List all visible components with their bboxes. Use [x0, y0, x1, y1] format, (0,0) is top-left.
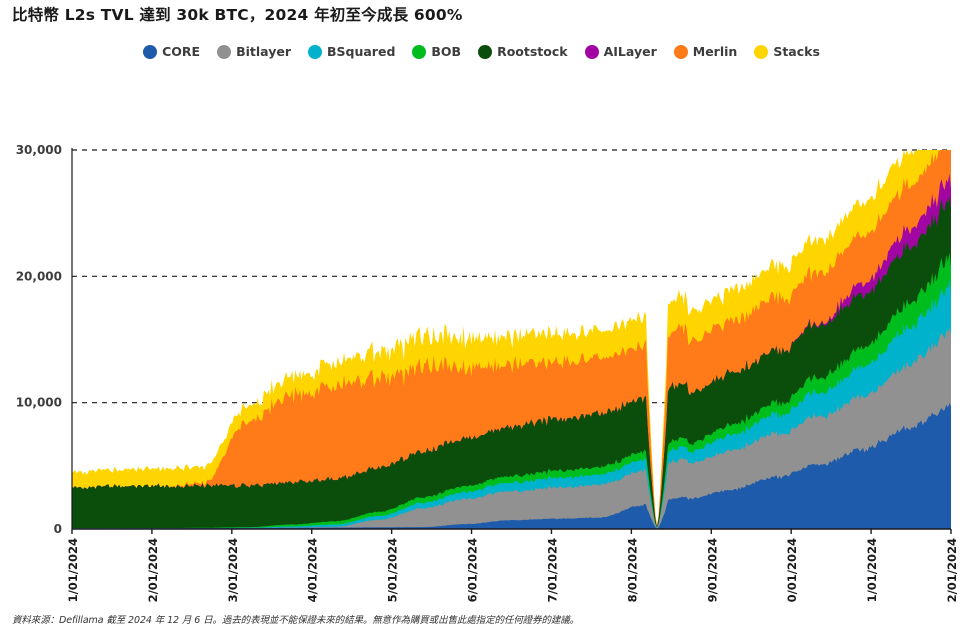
legend-label: Rootstock — [497, 44, 568, 59]
legend-label: Stacks — [773, 44, 820, 59]
legend-swatch-icon — [143, 44, 158, 59]
x-tick-label: 04/01/2024 — [306, 538, 320, 602]
x-tick-label: 07/01/2024 — [546, 538, 560, 602]
y-tick-label: 10,000 — [16, 396, 62, 410]
x-tick-label: 08/01/2024 — [625, 538, 639, 602]
x-tick-label: 02/01/2024 — [146, 538, 160, 602]
legend-item-ailayer[interactable]: AILayer — [584, 44, 657, 59]
legend-item-rootstock[interactable]: Rootstock — [478, 44, 568, 59]
y-axis-ticks: 0 10,000 20,000 30,000 — [16, 143, 62, 536]
legend-swatch-icon — [217, 44, 232, 59]
x-tick-label: 09/01/2024 — [705, 538, 719, 602]
legend-swatch-icon — [754, 44, 769, 59]
legend-label: CORE — [162, 44, 201, 59]
series-areas — [72, 150, 951, 529]
y-tick-label: 30,000 — [16, 143, 62, 157]
page-title: 比特幣 L2s TVL 達到 30k BTC，2024 年初至今成長 600% — [12, 6, 463, 24]
x-tick-label: 12/01/2024 — [945, 538, 959, 602]
chart-legend: CORE Bitlayer BSquared BOB Rootstock AILayer M… — [0, 44, 963, 59]
x-tick-label: 11/01/2024 — [865, 538, 879, 602]
legend-item-bob[interactable]: BOB — [412, 44, 461, 59]
area-series-bitlayer — [72, 327, 951, 529]
legend-item-stacks[interactable]: Stacks — [754, 44, 820, 59]
legend-label: Merlin — [692, 44, 738, 59]
x-tick-label: 06/01/2024 — [466, 538, 480, 602]
legend-swatch-icon — [308, 44, 322, 59]
x-tick-label: 03/01/2024 — [226, 538, 240, 602]
stacked-area-chart: 0 10,000 20,000 30,000 01/01/2024 02/01/2024… — [16, 143, 959, 602]
legend-label: Bitlayer — [236, 44, 291, 59]
legend-item-core[interactable]: CORE — [143, 44, 200, 59]
legend-swatch-icon — [673, 44, 688, 59]
source-footnote: 資料來源：Defillama 截至 2024 年 12 月 6 日。過去的表現並… — [12, 615, 580, 626]
legend-item-bitlayer[interactable]: Bitlayer — [217, 44, 291, 59]
x-tick-label: 05/01/2024 — [386, 538, 400, 602]
x-tick-label: 10/01/2024 — [785, 538, 799, 602]
axes — [71, 148, 951, 530]
legend-item-merlin[interactable]: Merlin — [673, 44, 738, 59]
legend-swatch-icon — [584, 44, 599, 59]
legend-label: BSquared — [327, 44, 396, 59]
y-tick-label: 0 — [54, 522, 62, 536]
chart-plot-area: 0 10,000 20,000 30,000 01/01/2024 02/01/2024… — [0, 72, 963, 602]
x-axis-ticks: 01/01/2024 02/01/2024 03/01/2024 04/01/2024… — [66, 529, 959, 602]
legend-swatch-icon — [412, 44, 427, 59]
legend-item-bsquared[interactable]: BSquared — [308, 44, 395, 59]
legend-label: BOB — [431, 44, 462, 59]
legend-swatch-icon — [478, 44, 493, 59]
legend-label: AILayer — [603, 44, 657, 59]
y-tick-label: 20,000 — [16, 269, 62, 283]
x-tick-label: 01/01/2024 — [66, 538, 80, 602]
area-series-core — [72, 403, 951, 529]
